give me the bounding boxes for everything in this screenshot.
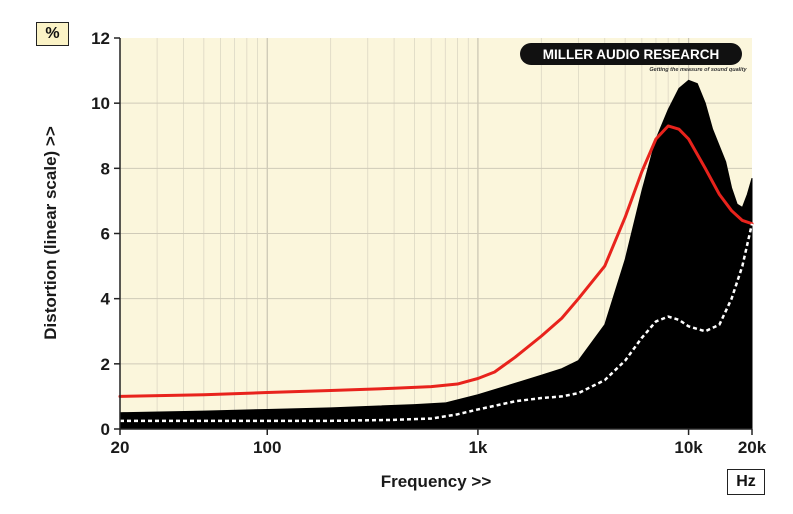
- series-line-2: [120, 223, 754, 423]
- axes: [114, 37, 753, 435]
- series-area-0: [119, 79, 753, 430]
- y-tick-label: 10: [91, 94, 110, 113]
- x-tick-label: 100: [253, 438, 281, 457]
- x-tick-label: 10k: [674, 438, 703, 457]
- x-tick-label: 1k: [468, 438, 487, 457]
- y-tick-label: 8: [101, 159, 110, 178]
- x-unit-label: Hz: [727, 469, 765, 495]
- x-axis-title: Frequency >>: [381, 472, 492, 491]
- y-tick-label: 2: [101, 355, 110, 374]
- y-tick-label: 12: [91, 29, 110, 48]
- logo: MILLER AUDIO RESEARCH Getting the measur…: [520, 43, 748, 73]
- tick-labels: 0 2 4 6 8 10 12 20 100 1k 10k 20k: [91, 29, 767, 457]
- y-tick-label: 6: [101, 225, 110, 244]
- y-axis-title: Distortion (linear scale) >>: [41, 126, 60, 340]
- logo-badge: [520, 43, 742, 65]
- x-tick-label: 20: [111, 438, 130, 457]
- series-line-1: [118, 124, 754, 398]
- y-tick-label: 4: [101, 290, 111, 309]
- y-tick-label: 0: [101, 420, 110, 439]
- logo-tagline: Getting the measure of sound quality: [649, 67, 747, 73]
- x-tick-label: 20k: [738, 438, 767, 457]
- series-layer: [118, 79, 754, 430]
- y-unit-label: %: [36, 22, 69, 46]
- logo-text: MILLER AUDIO RESEARCH: [543, 47, 720, 62]
